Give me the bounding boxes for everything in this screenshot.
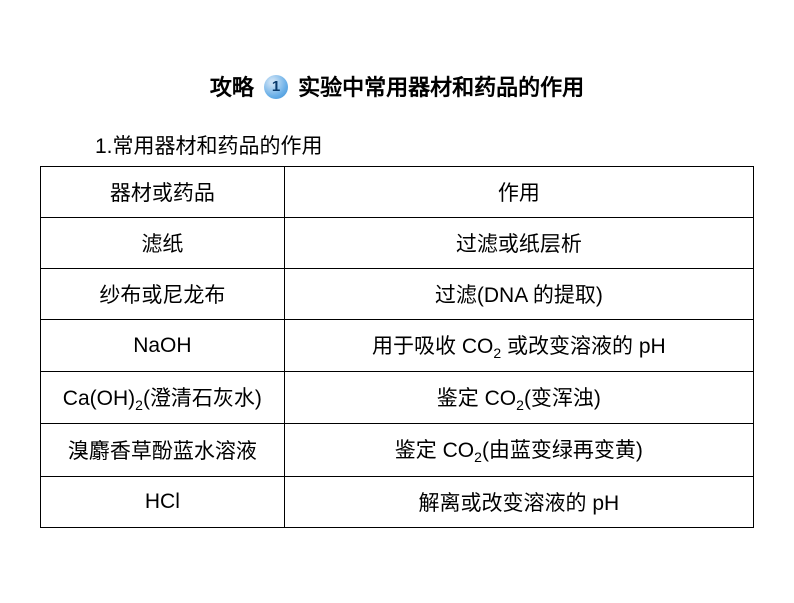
cell-col2: 鉴定 CO2(由蓝变绿再变黄) (284, 424, 753, 476)
cell-col2: 过滤(DNA 的提取) (284, 269, 753, 320)
page-title: 攻略 1 实验中常用器材和药品的作用 (40, 70, 754, 102)
title-text: 实验中常用器材和药品的作用 (298, 75, 584, 100)
table-header-row: 器材或药品 作用 (41, 167, 754, 218)
header-col2: 作用 (284, 167, 753, 218)
badge-number-icon: 1 (264, 75, 288, 99)
cell-col1: 溴麝香草酚蓝水溶液 (41, 424, 285, 476)
cell-col2: 用于吸收 CO2 或改变溶液的 pH (284, 320, 753, 372)
cell-col2: 鉴定 CO2(变浑浊) (284, 372, 753, 424)
table-row: 纱布或尼龙布 过滤(DNA 的提取) (41, 269, 754, 320)
cell-col2: 过滤或纸层析 (284, 218, 753, 269)
table-row: HCl 解离或改变溶液的 pH (41, 476, 754, 527)
cell-col1: 滤纸 (41, 218, 285, 269)
subtitle-text: 1.常用器材和药品的作用 (95, 130, 754, 160)
strategy-label: 攻略 (210, 75, 254, 100)
cell-col1: NaOH (41, 320, 285, 372)
table-row: 滤纸 过滤或纸层析 (41, 218, 754, 269)
cell-col1: Ca(OH)2(澄清石灰水) (41, 372, 285, 424)
header-col1: 器材或药品 (41, 167, 285, 218)
cell-col1: HCl (41, 476, 285, 527)
materials-table: 器材或药品 作用 滤纸 过滤或纸层析 纱布或尼龙布 过滤(DNA 的提取) Na… (40, 166, 754, 528)
cell-col2: 解离或改变溶液的 pH (284, 476, 753, 527)
table-row: 溴麝香草酚蓝水溶液 鉴定 CO2(由蓝变绿再变黄) (41, 424, 754, 476)
table-row: NaOH 用于吸收 CO2 或改变溶液的 pH (41, 320, 754, 372)
cell-col1: 纱布或尼龙布 (41, 269, 285, 320)
table-row: Ca(OH)2(澄清石灰水) 鉴定 CO2(变浑浊) (41, 372, 754, 424)
